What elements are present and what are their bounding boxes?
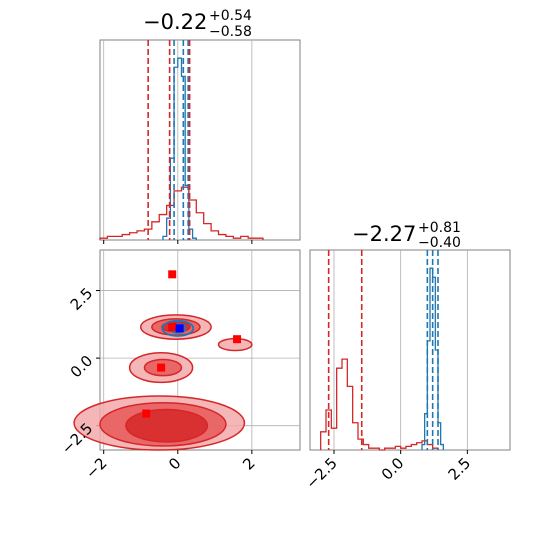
blue-marker — [175, 324, 184, 333]
red-marker — [233, 335, 242, 344]
panel-contour-shapes — [73, 314, 253, 451]
panel-hist-top-grid — [103, 40, 253, 244]
panel-hist-right-title-upper: +0.81 — [418, 220, 461, 236]
panel-hist-top-series — [99, 57, 264, 240]
red-contour — [125, 408, 209, 443]
panel-contour-y-ticks: −2.50.02.5 — [58, 284, 96, 458]
contour-y-tick-label: 0.0 — [67, 352, 97, 382]
panel-hist-top: −0.22 +0.54 −0.58 — [99, 8, 301, 244]
blue-contour — [161, 319, 195, 337]
red-marker — [142, 409, 151, 418]
panel-hist-right-title-lower: −0.40 — [418, 235, 461, 251]
histogram-series-blue — [162, 57, 197, 240]
panel-hist-top-frame — [99, 39, 301, 241]
panel-hist-top-title-lower: −0.58 — [209, 24, 252, 40]
histogram-series-red — [99, 186, 264, 240]
contour-x-tick-label: 2 — [239, 454, 258, 473]
red-marker — [168, 323, 177, 332]
right-x-tick-label: 0.0 — [378, 454, 408, 484]
red-marker — [168, 270, 177, 279]
right-x-tick-label: 2.5 — [445, 454, 475, 484]
panel-contour-markers — [142, 270, 242, 418]
panel-hist-right-x-ticks: −2.5 0.0 2.5 — [302, 454, 474, 492]
panel-contour: −2 0 2 −2.50.02.5 — [58, 249, 301, 482]
panel-contour-x-ticks: −2 0 2 — [82, 454, 259, 482]
panel-hist-top-quantiles — [147, 40, 191, 240]
histogram-series-red — [320, 358, 439, 451]
contour-y-tick-label: 2.5 — [67, 284, 97, 314]
panel-hist-right-frame — [309, 249, 511, 451]
contour-x-tick-label: −2 — [82, 454, 110, 482]
panel-hist-top-title-value: −0.22 — [143, 10, 207, 34]
panel-hist-right: −2.5 0.0 2.5 −2.27 +0.81 −0.40 — [302, 220, 511, 493]
panel-hist-top-title-upper: +0.54 — [209, 8, 252, 24]
panel-hist-right-grid — [333, 250, 468, 454]
red-marker — [157, 363, 166, 372]
panel-hist-right-title-value: −2.27 — [352, 222, 416, 246]
contour-x-tick-label: 0 — [165, 454, 184, 473]
right-x-tick-label: −2.5 — [302, 454, 340, 492]
panel-hist-right-quantiles — [327, 250, 439, 450]
